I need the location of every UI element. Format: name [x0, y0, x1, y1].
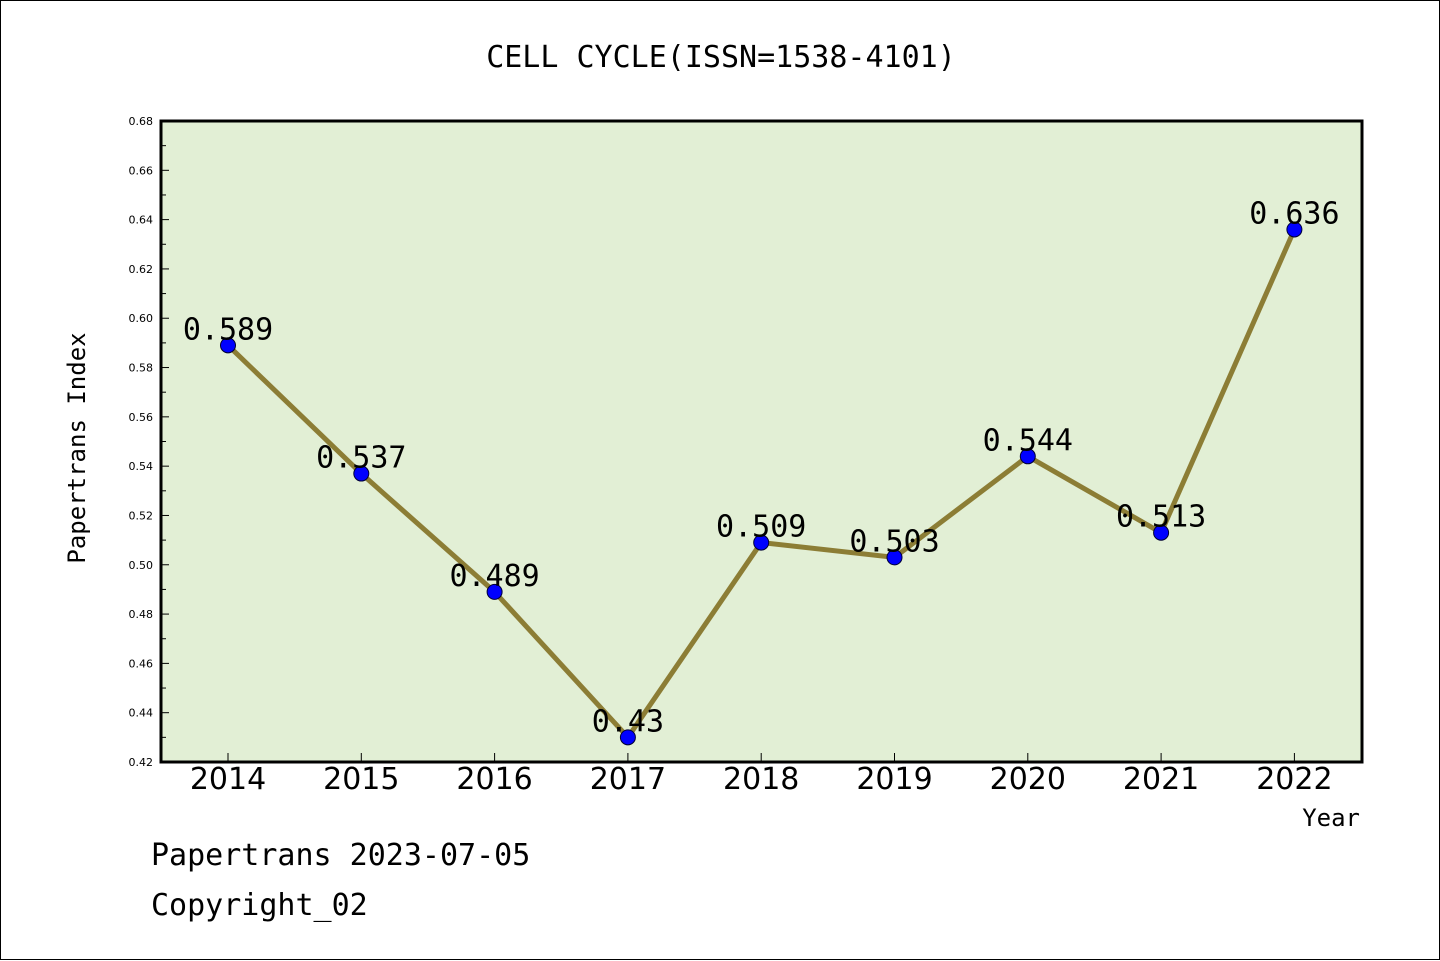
data-label: 0.636	[1249, 196, 1339, 231]
data-point	[486, 583, 503, 600]
x-tick-label: 2014	[190, 762, 266, 797]
data-label: 0.513	[1116, 500, 1206, 535]
x-tick-label: 2019	[856, 762, 932, 797]
y-tick-label: 0.46	[129, 657, 154, 670]
x-tick-label: 2022	[1256, 762, 1332, 797]
y-tick-label: 0.44	[129, 707, 154, 720]
data-labels: 0.589 0.537 0.489 0.43 0.509 0.503 0.544 0.513 0…	[183, 196, 1340, 739]
data-point	[220, 337, 236, 354]
y-tick-label: 0.56	[129, 411, 154, 424]
x-axis: 2014 2015 2016 2017 2018 2019 2020 2021 2022	[190, 753, 1333, 797]
y-tick-label: 0.68	[129, 115, 154, 128]
x-tick-label: 2017	[590, 762, 666, 797]
data-label: 0.503	[849, 524, 939, 559]
x-tick-label: 2020	[990, 762, 1066, 797]
plot-border	[159, 119, 1364, 764]
data-label: 0.589	[183, 312, 273, 347]
y-tick-label: 0.58	[129, 362, 154, 375]
x-tick-label: 2021	[1123, 762, 1199, 797]
data-label: 0.509	[716, 510, 806, 545]
y-tick-label: 0.64	[129, 214, 154, 227]
footer-date: Papertrans 2023-07-05	[151, 838, 530, 873]
x-tick-label: 2015	[323, 762, 399, 797]
x-tick-label: 2016	[456, 762, 532, 797]
y-tick-label: 0.42	[129, 756, 154, 769]
y-tick-label: 0.60	[129, 312, 154, 325]
data-point	[619, 729, 636, 746]
y-tick-label: 0.66	[129, 164, 154, 177]
y-tick-label: 0.62	[129, 263, 154, 276]
footer-copyright: Copyright_02	[151, 888, 368, 923]
y-tick-label: 0.50	[129, 559, 154, 572]
data-label: 0.489	[449, 559, 539, 594]
data-label: 0.544	[983, 423, 1073, 458]
y-tick-label: 0.54	[129, 460, 154, 473]
y-tick-label: 0.52	[129, 509, 154, 522]
x-tick-label: 2018	[723, 762, 799, 797]
plot-area	[161, 121, 1362, 762]
data-label: 0.43	[592, 704, 664, 739]
data-point	[1286, 221, 1303, 238]
x-axis-label: Year	[1302, 804, 1360, 832]
data-point	[753, 534, 770, 551]
data-point	[886, 549, 903, 566]
y-axis-label: Papertrans Index	[63, 332, 91, 563]
data-points	[220, 221, 1303, 746]
data-point	[1153, 524, 1170, 541]
y-tick-label: 0.48	[129, 608, 154, 621]
data-point	[1019, 448, 1036, 465]
data-point	[353, 465, 370, 482]
data-label: 0.537	[316, 441, 406, 476]
y-axis: 0.42 0.44 0.46 0.48 0.50 0.52 0.54 0.56 0.58 0.60…	[129, 115, 169, 769]
chart-title: CELL CYCLE(ISSN=1538-4101)	[486, 40, 956, 75]
